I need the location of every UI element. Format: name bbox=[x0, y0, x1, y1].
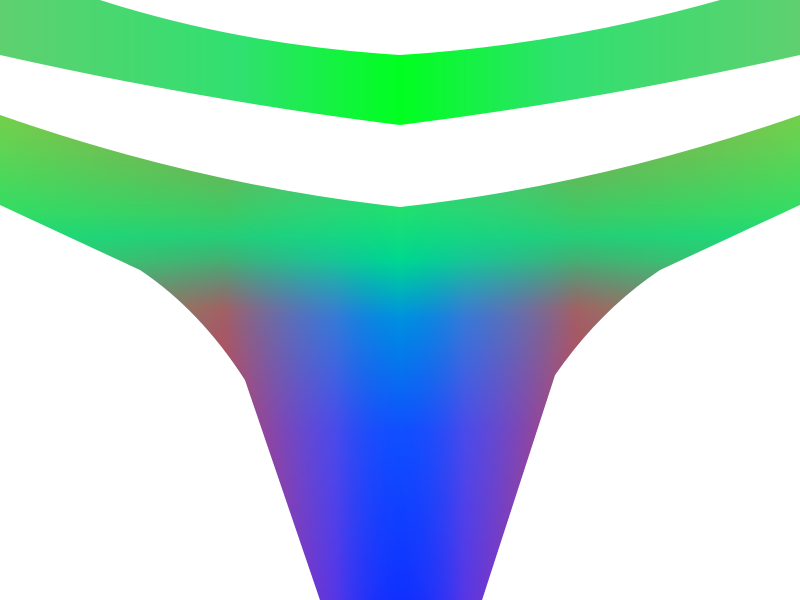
lower-body-shading bbox=[0, 115, 800, 600]
upper-band bbox=[0, 0, 800, 125]
